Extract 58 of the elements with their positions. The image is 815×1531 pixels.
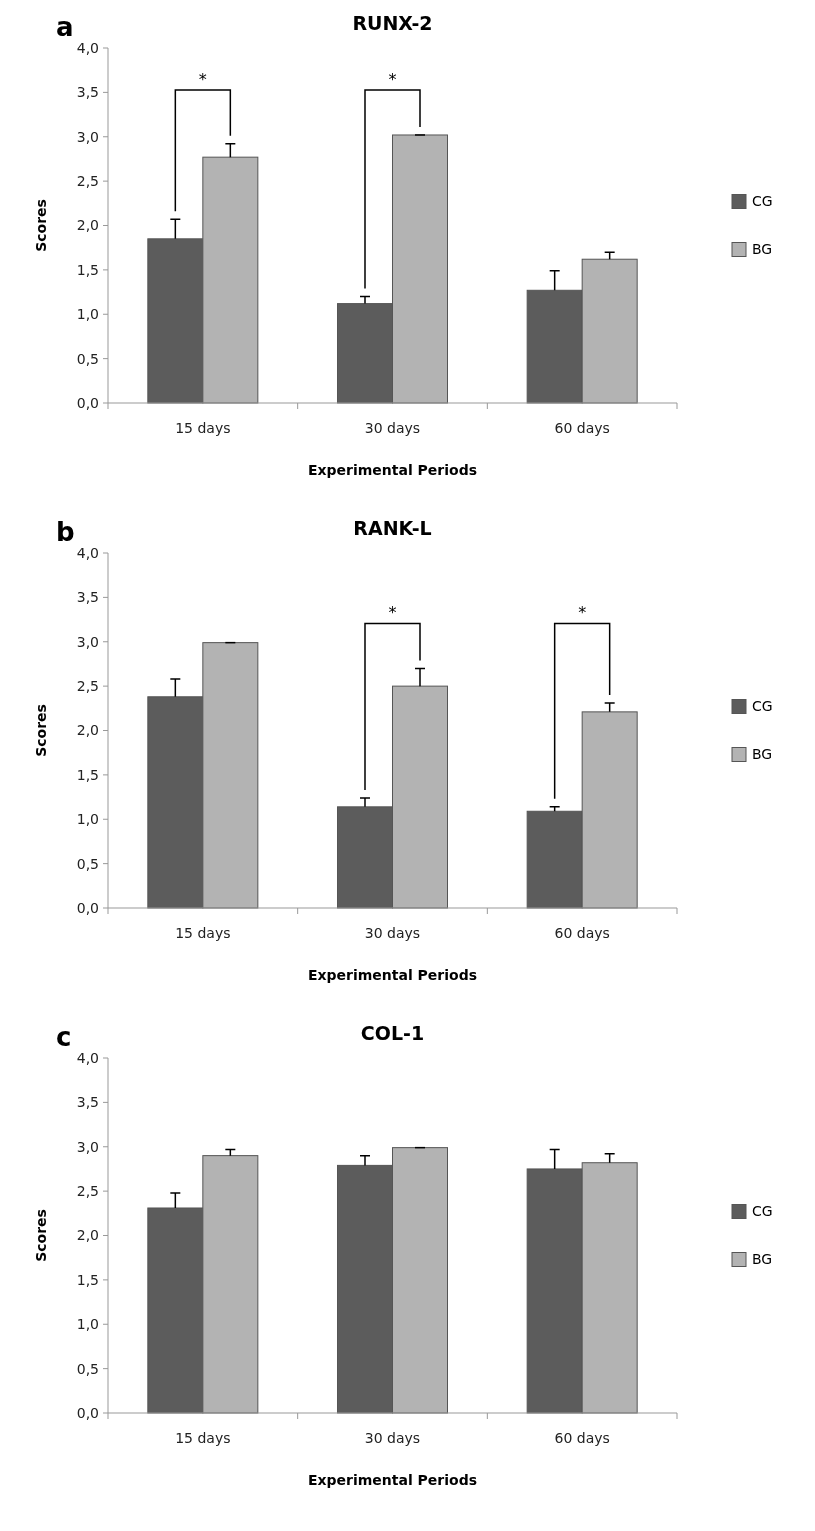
annotation: * — [578, 603, 587, 623]
x-tick-label: 60 days — [554, 420, 610, 436]
text: a — [56, 12, 74, 42]
text: b — [56, 517, 75, 547]
x-axis-title: Experimental Periods — [307, 967, 478, 983]
legend-label: CG — [752, 1203, 773, 1220]
y-tick-label: 2,5 — [76, 1183, 99, 1200]
y-tick-label: 4,0 — [76, 1049, 99, 1066]
y-tick-label: 1,5 — [76, 766, 99, 783]
y-axis-title: Scores — [33, 1209, 49, 1262]
legend-label: BG — [752, 746, 773, 763]
x-tick-label: 60 days — [554, 1430, 610, 1446]
x-tick-label: 30 days — [364, 925, 421, 941]
annotation: * — [388, 69, 397, 89]
y-tick-label: 1,0 — [76, 306, 99, 323]
x-tick-label: 30 days — [364, 1430, 421, 1446]
y-tick-label: 3,0 — [76, 633, 99, 650]
y-tick-label: 1,0 — [76, 811, 99, 828]
y-axis-title: Scores — [33, 199, 49, 252]
chart-title: RANK-L — [353, 517, 432, 539]
y-tick-label: 3,5 — [76, 589, 99, 606]
annotation: * — [198, 69, 207, 89]
y-tick-label: 4,0 — [76, 544, 99, 561]
legend-label: CG — [752, 193, 773, 210]
y-tick-label: 2,0 — [76, 1227, 99, 1244]
legend-label: CG — [752, 698, 773, 715]
y-tick-label: 1,0 — [76, 1316, 99, 1333]
annotation: * — [388, 603, 397, 623]
x-axis-title: Experimental Periods — [307, 1472, 478, 1488]
y-tick-label: 2,0 — [76, 217, 99, 234]
x-tick-label: 30 days — [364, 420, 421, 436]
y-tick-label: 3,5 — [76, 1094, 99, 1111]
y-tick-label: 2,5 — [76, 678, 99, 695]
y-tick-label: 1,5 — [76, 261, 99, 278]
y-tick-label: 3,5 — [76, 84, 99, 101]
x-axis-title: Experimental Periods — [307, 462, 478, 478]
y-tick-label: 0,5 — [76, 350, 99, 367]
text: c — [56, 1022, 72, 1052]
x-tick-label: 60 days — [554, 925, 610, 941]
x-tick-label: 15 days — [175, 925, 231, 941]
y-tick-label: 2,5 — [76, 173, 99, 190]
y-tick-label: 0,0 — [76, 1404, 99, 1421]
y-tick-label: 0,5 — [76, 1360, 99, 1377]
y-axis-title: Scores — [33, 704, 49, 757]
x-tick-label: 15 days — [175, 1430, 231, 1446]
y-tick-label: 3,0 — [76, 128, 99, 145]
y-tick-label: 4,0 — [76, 39, 99, 56]
y-tick-label: 1,5 — [76, 1271, 99, 1288]
chart-title: RUNX-2 — [352, 12, 433, 34]
y-tick-label: 3,0 — [76, 1138, 99, 1155]
y-tick-label: 2,0 — [76, 722, 99, 739]
legend-label: BG — [752, 241, 773, 258]
legend-label: BG — [752, 1251, 773, 1268]
y-tick-label: 0,0 — [76, 899, 99, 916]
x-tick-label: 15 days — [175, 420, 231, 436]
chart-title: COL-1 — [360, 1022, 425, 1044]
y-tick-label: 0,0 — [76, 394, 99, 411]
y-tick-label: 0,5 — [76, 855, 99, 872]
